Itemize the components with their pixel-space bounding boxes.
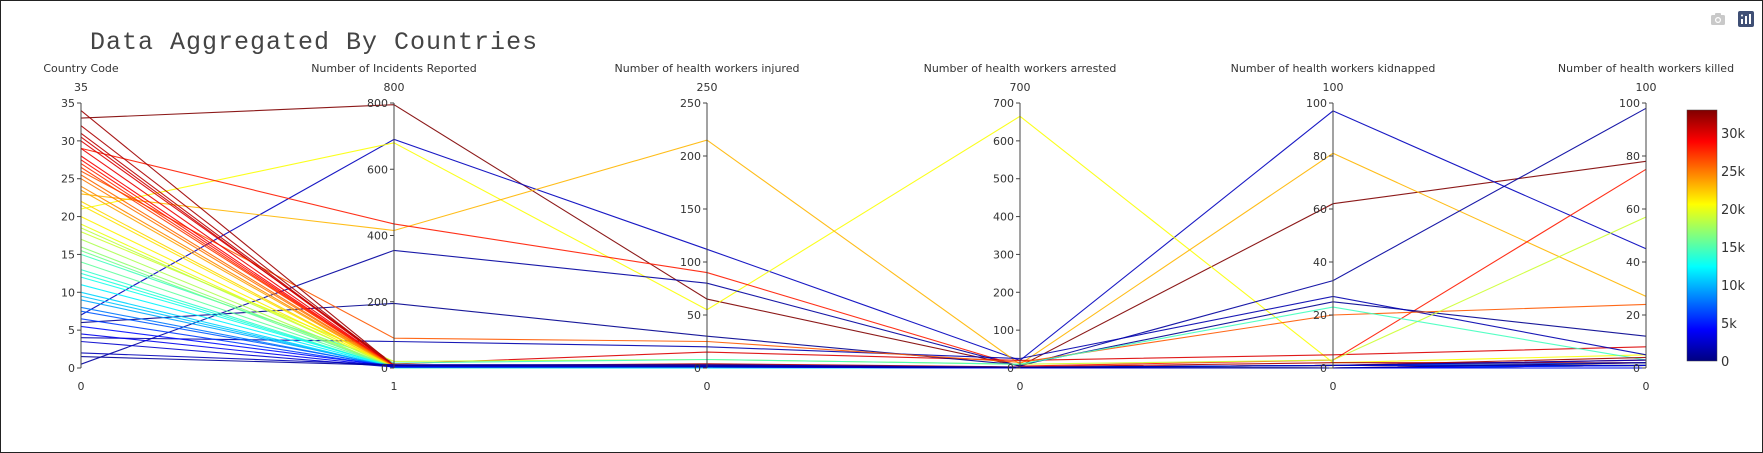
axis-5[interactable]: Number of health workers kidnapped 100 00 2…: [1231, 62, 1436, 393]
axis-tick-label: 20: [1626, 309, 1640, 322]
axis-tick-label: 100: [1619, 97, 1640, 110]
axis-range-max[interactable]: 800: [384, 81, 405, 94]
polylines-layer: [80, 104, 1647, 369]
axis-tick-label: 80: [1626, 150, 1640, 163]
axis-4[interactable]: Number of health workers arrested 700 00 10…: [924, 62, 1117, 393]
axis-tick-label: 600: [993, 135, 1014, 148]
colorbar-tick-label: 20k: [1721, 203, 1746, 218]
axis-title: Country Code: [43, 62, 119, 75]
colorbar: 0 5k 10k 15k 20k 25k 30k: [1686, 109, 1746, 370]
data-polyline: [80, 170, 1647, 363]
data-polyline: [80, 253, 1647, 365]
axis-tick-label: 100: [1306, 97, 1327, 110]
modebar: [1709, 10, 1755, 28]
axis-tick-label: 200: [993, 286, 1014, 299]
axis-3[interactable]: Number of health workers injured 250 00 50 1…: [615, 62, 800, 393]
data-polyline: [80, 125, 1646, 368]
axis-range-max[interactable]: 700: [1010, 81, 1031, 94]
axis-tick-label: 35: [61, 97, 75, 110]
axis-range-min[interactable]: 0: [78, 380, 85, 393]
axis-range-max[interactable]: 100: [1636, 81, 1657, 94]
colorbar-tick-label: 15k: [1721, 241, 1746, 256]
axis-range-min[interactable]: 1: [391, 380, 398, 393]
data-polyline: [80, 356, 1647, 369]
data-polyline: [80, 115, 1647, 364]
data-polyline: [80, 301, 1647, 366]
colorbar-tick-label: 10k: [1721, 279, 1746, 294]
axis-tick-label: 25: [61, 173, 75, 186]
axis-range-min[interactable]: 0: [1643, 380, 1650, 393]
axis-tick-label: 100: [993, 324, 1014, 337]
axis-title: Number of Incidents Reported: [311, 62, 477, 75]
axis-tick-label: 0: [1633, 362, 1640, 375]
axis-1[interactable]: Country Code 35 00 5 10 15 20 25 30 35: [43, 62, 119, 393]
axis-tick-label: 400: [993, 211, 1014, 224]
axis-6[interactable]: Number of health workers killed100002040…: [1558, 62, 1734, 393]
axis-tick-label: 60: [1313, 203, 1327, 216]
axis-tick-label: 700: [993, 97, 1014, 110]
chart-title: Data Aggregated By Countries: [90, 28, 539, 57]
axis-tick-label: 300: [993, 248, 1014, 261]
axis-tick-label: 200: [367, 296, 388, 309]
colorbar-tick-label: 25k: [1721, 165, 1746, 180]
axis-tick-label: 0: [694, 362, 701, 375]
colorbar-tick-label: 30k: [1721, 127, 1746, 142]
axis-title: Number of health workers injured: [615, 62, 800, 75]
data-polyline: [80, 110, 1647, 362]
data-polyline: [80, 174, 1647, 369]
data-polyline: [80, 139, 1647, 365]
axis-tick-label: 30: [61, 135, 75, 148]
axis-tick-label: 0: [68, 362, 75, 375]
axis-tick-label: 80: [1313, 150, 1327, 163]
axis-title: Number of health workers killed: [1558, 62, 1734, 75]
data-polyline: [80, 216, 1647, 369]
axis-tick-label: 400: [367, 230, 388, 243]
axis-tick-label: 200: [680, 150, 701, 163]
axis-tick-label: 15: [61, 248, 75, 261]
data-polyline: [80, 216, 1647, 365]
axis-tick-label: 5: [68, 324, 75, 337]
camera-icon[interactable]: [1709, 10, 1727, 28]
axis-tick-label: 40: [1626, 256, 1640, 269]
axis-tick-label: 50: [687, 309, 701, 322]
axis-tick-label: 0: [1007, 362, 1014, 375]
axis-tick-label: 0: [1320, 362, 1327, 375]
axis-tick-label: 250: [680, 97, 701, 110]
axis-tick-label: 100: [680, 256, 701, 269]
axis-tick-label: 10: [61, 286, 75, 299]
axis-range-min[interactable]: 0: [1330, 380, 1337, 393]
axis-range-max[interactable]: 250: [697, 81, 718, 94]
axis-tick-label: 20: [61, 211, 75, 224]
data-polyline: [80, 352, 1647, 368]
axis-range-max[interactable]: 100: [1323, 81, 1344, 94]
axis-range-min[interactable]: 0: [1017, 380, 1024, 393]
axis-range-min[interactable]: 0: [704, 380, 711, 393]
axis-tick-label: 0: [381, 362, 388, 375]
axis-tick-label: 20: [1313, 309, 1327, 322]
axis-tick-label: 60: [1626, 203, 1640, 216]
axis-tick-label: 800: [367, 97, 388, 110]
axis-tick-label: 40: [1313, 256, 1327, 269]
axis-tick-label: 600: [367, 163, 388, 176]
data-polyline: [80, 107, 1647, 367]
data-polyline: [80, 178, 1646, 369]
colorbar-gradient: [1686, 109, 1718, 362]
axis-tick-label: 500: [993, 173, 1014, 186]
axis-title: Number of health workers kidnapped: [1231, 62, 1436, 75]
plotly-logo-icon[interactable]: [1737, 10, 1755, 28]
axis-title: Number of health workers arrested: [924, 62, 1117, 75]
axis-2[interactable]: Number of Incidents Reported 800 10 200 400 6…: [311, 62, 477, 393]
axis-range-max[interactable]: 35: [74, 81, 88, 94]
data-polyline: [80, 147, 1647, 367]
colorbar-tick-label: 0: [1721, 355, 1729, 370]
axis-tick-label: 150: [680, 203, 701, 216]
colorbar-tick-label: 5k: [1721, 317, 1737, 332]
data-polyline: [80, 104, 1647, 367]
